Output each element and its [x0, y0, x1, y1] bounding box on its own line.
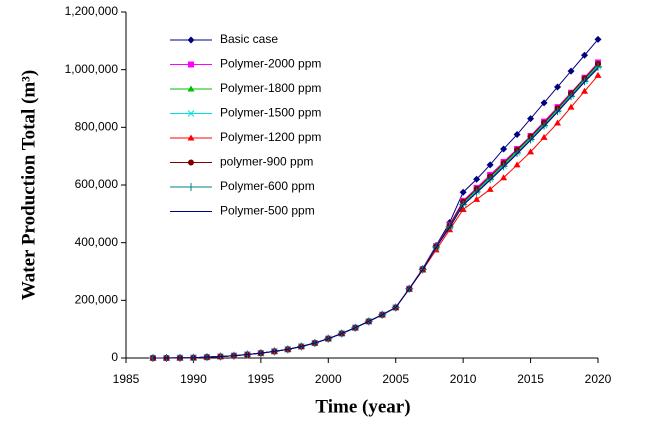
x-tick-label: 1985	[113, 372, 140, 386]
marker	[473, 195, 481, 202]
marker	[500, 145, 508, 153]
marker	[567, 92, 576, 101]
marker	[459, 200, 468, 209]
marker	[594, 62, 602, 71]
y-axis-label: Water Production Total (m³)	[18, 70, 39, 300]
marker	[513, 148, 522, 157]
marker	[554, 119, 562, 126]
x-tick-label: 1990	[180, 372, 207, 386]
legend-label: Polymer-500 ppm	[220, 204, 315, 218]
marker	[540, 99, 548, 107]
marker	[188, 159, 194, 166]
x-tick-label: 2005	[382, 372, 409, 386]
marker	[527, 148, 535, 155]
marker	[567, 103, 575, 110]
legend-label: Polymer-1800 ppm	[220, 81, 321, 95]
y-tick-label: 400,000	[75, 235, 119, 249]
legend-label: Polymer-2000 ppm	[220, 57, 321, 71]
x-tick-label: 2020	[585, 372, 612, 386]
marker	[553, 107, 562, 116]
marker	[580, 77, 589, 86]
y-tick-label: 1,200,000	[65, 4, 119, 18]
marker	[188, 61, 194, 68]
marker	[459, 206, 467, 213]
legend-label: polymer-900 ppm	[220, 155, 313, 169]
legend-label: Polymer-1200 ppm	[220, 130, 321, 144]
legend-label: Polymer-1500 ppm	[220, 106, 321, 120]
marker	[486, 175, 495, 184]
y-tick-label: 600,000	[75, 177, 119, 191]
marker	[513, 161, 521, 168]
marker	[513, 131, 521, 139]
y-tick-label: 1,000,000	[65, 62, 119, 76]
marker	[499, 162, 508, 171]
marker	[187, 183, 195, 191]
marker	[187, 85, 195, 92]
marker	[594, 35, 602, 43]
legend-label: Polymer-600 ppm	[220, 179, 315, 193]
x-tick-label: 2010	[450, 372, 477, 386]
marker	[473, 175, 481, 183]
x-axis-label: Time (year)	[315, 396, 410, 417]
marker	[187, 110, 195, 117]
marker	[527, 115, 535, 123]
marker	[581, 87, 589, 94]
series-line	[152, 67, 599, 359]
marker	[486, 161, 494, 169]
marker	[567, 67, 575, 75]
x-tick-label: 1995	[248, 372, 275, 386]
y-tick-label: 0	[111, 350, 118, 364]
marker	[486, 185, 494, 192]
marker	[472, 187, 481, 196]
marker	[459, 188, 467, 196]
marker	[594, 71, 602, 78]
marker	[526, 135, 535, 144]
marker	[554, 83, 562, 91]
x-tick-label: 2015	[517, 372, 544, 386]
marker	[540, 121, 549, 130]
marker	[581, 51, 589, 59]
legend-label: Basic case	[220, 32, 278, 46]
y-tick-label: 800,000	[75, 120, 119, 134]
marker	[500, 174, 508, 181]
marker	[540, 133, 548, 140]
marker	[187, 36, 195, 44]
y-tick-label: 200,000	[75, 293, 119, 307]
marker	[187, 134, 195, 141]
x-tick-label: 2000	[315, 372, 342, 386]
